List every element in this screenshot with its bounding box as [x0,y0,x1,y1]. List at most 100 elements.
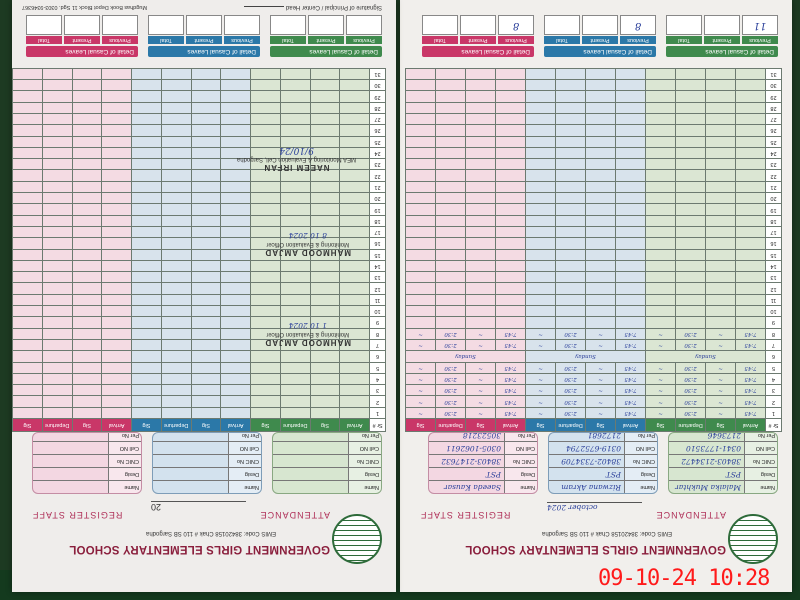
table-row: 13 [12,271,386,283]
attendance-cell [220,102,251,114]
table-row: 4 7:45 ~2:30 ~7:45 ~2:30 ~7:45 ~2:30 ~ [405,373,782,385]
attendance-cell: ~ [645,362,676,374]
attendance-cell [191,102,221,114]
attendance-cell [280,373,311,385]
page-header: GOVERNMENT GIRLS ELEMENTARY SCHOOL EMIS … [12,432,396,592]
attendance-cell [250,90,281,103]
field-value-desig [153,468,228,480]
field-label: Name [108,481,141,493]
attendance-cell: 7:45 [615,339,646,351]
attendance-cell: 7:45 [495,373,526,385]
school-codes: EMIS Code: 38420158 Chak # 110 SB Sargod… [542,530,672,536]
attendance-cell: 2:30 [675,362,706,374]
attendance-cell [339,215,370,227]
attendance-cell [405,90,436,103]
attendance-cell [72,362,102,374]
attendance-cell [405,158,436,170]
attendance-cell [735,305,766,317]
table-row: 3 7:45 ~2:30 ~7:45 ~2:30 ~7:45 ~2:30 ~ [405,384,782,396]
attendance-cell [101,271,132,283]
attendance-cell [220,373,251,385]
attendance-cell [675,316,706,329]
attendance-cell [615,237,646,250]
row-number: 24 [369,147,386,159]
attendance-cell: ~ [585,373,616,385]
attendance-cell [191,136,221,148]
row-number: 25 [765,136,782,148]
attendance-cell [435,226,466,238]
attendance-cell [615,305,646,317]
attendance-cell [405,181,436,193]
attendance-cell: 7:45 [615,362,646,374]
attendance-cell [220,203,251,216]
attendance-cell [131,79,162,91]
casual-leaves-box: Detail of Casual Leaves Previous Present To… [544,15,656,57]
row-number: 7 [369,339,386,351]
row-number: 26 [369,124,386,137]
attendance-cell [405,237,436,250]
attendance-cell [72,79,102,91]
attendance-cell: 7:45 [615,407,646,419]
attendance-cell [705,136,736,148]
table-row: 21 [12,181,386,193]
col-header: Departure [435,418,466,432]
attendance-cell [735,271,766,283]
attendance-cell [12,90,43,103]
attendance-cell [435,237,466,250]
attendance-cell [705,147,736,159]
attendance-cell [280,192,311,204]
row-number: 10 [369,305,386,317]
attendance-cell [220,260,251,272]
attendance-cell [12,282,43,295]
attendance-cell [645,226,676,238]
attendance-cell [495,215,526,227]
attendance-cell [191,384,221,396]
field-label: Desig [744,468,777,480]
attendance-cell [675,136,706,148]
attendance-cell [101,158,132,170]
attendance-cell [675,124,706,137]
row-number: 14 [369,260,386,272]
attendance-cell [72,124,102,137]
row-number: 1 [369,407,386,419]
row-number: 27 [765,113,782,125]
attendance-cell [42,192,73,204]
attendance-cell [220,384,251,396]
attendance-cell [72,328,102,340]
attendance-cell [220,294,251,306]
attendance-cell: 2:30 [675,407,706,419]
attendance-cell [495,124,526,137]
attendance-cell [42,158,73,170]
attendance-cell [131,192,162,204]
attendance-cell [42,181,73,193]
attendance-cell: 2:30 [675,395,706,408]
attendance-cell [555,271,586,283]
attendance-cell [435,260,466,272]
attendance-cell: 2:30 [555,339,586,351]
attendance-cell [101,237,132,250]
attendance-cell [72,203,102,216]
attendance-cell [435,158,466,170]
attendance-cell [675,282,706,295]
attendance-cell [280,102,311,114]
attendance-cell [161,192,192,204]
leave-previous-value: 11 [742,15,778,35]
field-value-cell [153,442,228,454]
attendance-cell: 7:45 [615,384,646,396]
field-value-cell [273,442,348,454]
attendance-cell [12,407,43,419]
field-value-per: 2173646 [707,432,741,440]
attendance-cell [310,407,340,419]
row-number: 19 [369,203,386,216]
attendance-cell [161,294,192,306]
attendance-cell: ~ [585,339,616,351]
attendance-cell [615,203,646,216]
attendance-cell: ~ [525,395,556,408]
table-row: 3 [12,384,386,396]
field-label: CNIC No [624,455,657,467]
field-label: Per No [228,432,261,441]
attendance-cell [72,249,102,261]
field-label: Cell NO [744,442,777,454]
table-row: 5 7:45 ~2:30 ~7:45 ~2:30 ~7:45 ~2:30 ~ [405,362,782,374]
col-header: Sig [12,418,43,432]
